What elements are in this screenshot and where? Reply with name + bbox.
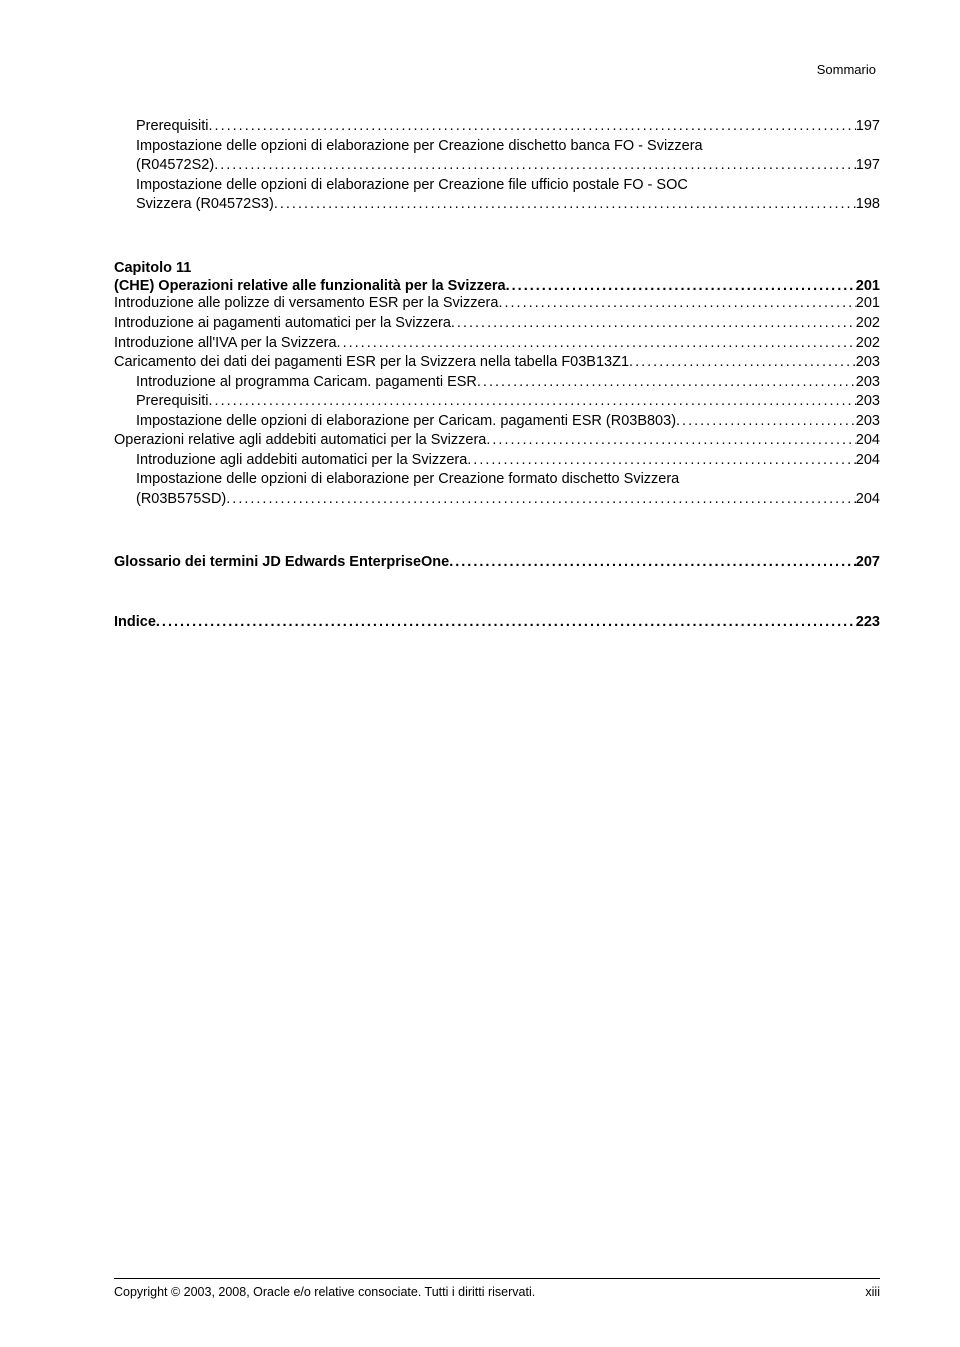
footer-copyright: Copyright © 2003, 2008, Oracle e/o relat… <box>114 1285 535 1299</box>
toc-leader <box>451 314 856 334</box>
running-header: Sommario <box>114 62 880 77</box>
toc-page: 202 <box>856 334 880 354</box>
toc-leader <box>156 614 856 630</box>
toc-page: 202 <box>856 314 880 334</box>
toc-entry: Operazioni relative agli addebiti automa… <box>114 431 880 451</box>
toc-entry: Introduzione agli addebiti automatici pe… <box>114 451 880 471</box>
toc-leader <box>467 451 856 471</box>
toc-leader <box>214 156 856 176</box>
toc-leader <box>209 117 856 137</box>
toc-label: Prerequisiti <box>136 392 209 412</box>
toc-entry: Indice 223 <box>114 614 880 630</box>
toc-label: Introduzione all'IVA per la Svizzera <box>114 334 337 354</box>
toc-page: 207 <box>856 554 880 570</box>
toc-leader <box>498 294 855 314</box>
toc-entry-continuation: (R04572S2) 197 <box>136 156 880 176</box>
toc-entry: Caricamento dei dati dei pagamenti ESR p… <box>114 353 880 373</box>
toc-label: Introduzione al programma Caricam. pagam… <box>136 373 477 393</box>
toc-entry: Glossario dei termini JD Edwards Enterpr… <box>114 554 880 570</box>
toc-entry: Impostazione delle opzioni di elaborazio… <box>114 137 880 176</box>
toc-label: Introduzione ai pagamenti automatici per… <box>114 314 451 334</box>
toc-entry: Introduzione alle polizze di versamento … <box>114 294 880 314</box>
toc-page: 204 <box>856 490 880 510</box>
toc-page: 223 <box>856 614 880 630</box>
toc-index: Indice 223 <box>114 614 880 630</box>
toc-entry: Impostazione delle opzioni di elaborazio… <box>114 412 880 432</box>
chapter-title-line: (CHE) Operazioni relative alle funzional… <box>114 278 880 294</box>
toc-page: 204 <box>856 451 880 471</box>
page-footer: Copyright © 2003, 2008, Oracle e/o relat… <box>114 1278 880 1299</box>
toc-page: 201 <box>856 294 880 314</box>
toc-leader <box>449 554 856 570</box>
toc-label: Caricamento dei dati dei pagamenti ESR p… <box>114 353 629 373</box>
toc-label: Glossario dei termini JD Edwards Enterpr… <box>114 554 449 570</box>
toc-label: (R03B575SD) <box>136 490 226 510</box>
footer-page-number: xiii <box>865 1285 880 1299</box>
toc-glossary: Glossario dei termini JD Edwards Enterpr… <box>114 554 880 570</box>
toc-leader <box>477 373 856 393</box>
toc-label: Impostazione delle opzioni di elaborazio… <box>136 412 676 432</box>
page-body: Sommario Prerequisiti 197 Impostazione d… <box>0 0 960 630</box>
toc-page: 203 <box>856 353 880 373</box>
toc-label-line: Impostazione delle opzioni di elaborazio… <box>136 176 880 196</box>
toc-entry: Prerequisiti 203 <box>114 392 880 412</box>
toc-chapter: Capitolo 11 (CHE) Operazioni relative al… <box>114 259 880 295</box>
toc-entry-continuation: (R03B575SD) 204 <box>136 490 880 510</box>
toc-label: Introduzione agli addebiti automatici pe… <box>136 451 467 471</box>
toc-leader <box>274 195 856 215</box>
toc-page: 201 <box>856 278 880 294</box>
toc-page: 198 <box>856 195 880 215</box>
toc-page: 204 <box>856 431 880 451</box>
toc-section-a: Prerequisiti 197 Impostazione delle opzi… <box>114 117 880 215</box>
toc-section-b: Introduzione alle polizze di versamento … <box>114 294 880 509</box>
toc-label: Operazioni relative agli addebiti automa… <box>114 431 486 451</box>
toc-leader <box>486 431 855 451</box>
toc-page: 203 <box>856 412 880 432</box>
toc-leader <box>226 490 856 510</box>
toc-entry: Impostazione delle opzioni di elaborazio… <box>114 470 880 509</box>
toc-entry: Introduzione ai pagamenti automatici per… <box>114 314 880 334</box>
toc-page: 197 <box>856 117 880 137</box>
toc-leader <box>506 278 856 294</box>
toc-entry: Introduzione all'IVA per la Svizzera 202 <box>114 334 880 354</box>
toc-entry: Impostazione delle opzioni di elaborazio… <box>114 176 880 215</box>
toc-entry-continuation: Svizzera (R04572S3) 198 <box>136 195 880 215</box>
toc-page: 197 <box>856 156 880 176</box>
toc-label-line: Impostazione delle opzioni di elaborazio… <box>136 470 880 490</box>
toc-page: 203 <box>856 392 880 412</box>
toc-entry: Introduzione al programma Caricam. pagam… <box>114 373 880 393</box>
toc-leader <box>676 412 856 432</box>
toc-label: (R04572S2) <box>136 156 214 176</box>
toc-leader <box>337 334 856 354</box>
toc-label: Indice <box>114 614 156 630</box>
chapter-number: Capitolo 11 <box>114 259 880 279</box>
toc-label-line: Impostazione delle opzioni di elaborazio… <box>136 137 880 157</box>
toc-entry: Prerequisiti 197 <box>114 117 880 137</box>
toc-leader <box>629 353 856 373</box>
toc-label: Introduzione alle polizze di versamento … <box>114 294 498 314</box>
toc-label: Prerequisiti <box>136 117 209 137</box>
toc-page: 203 <box>856 373 880 393</box>
toc-label: Svizzera (R04572S3) <box>136 195 274 215</box>
toc-leader <box>209 392 856 412</box>
chapter-title: (CHE) Operazioni relative alle funzional… <box>114 278 506 294</box>
